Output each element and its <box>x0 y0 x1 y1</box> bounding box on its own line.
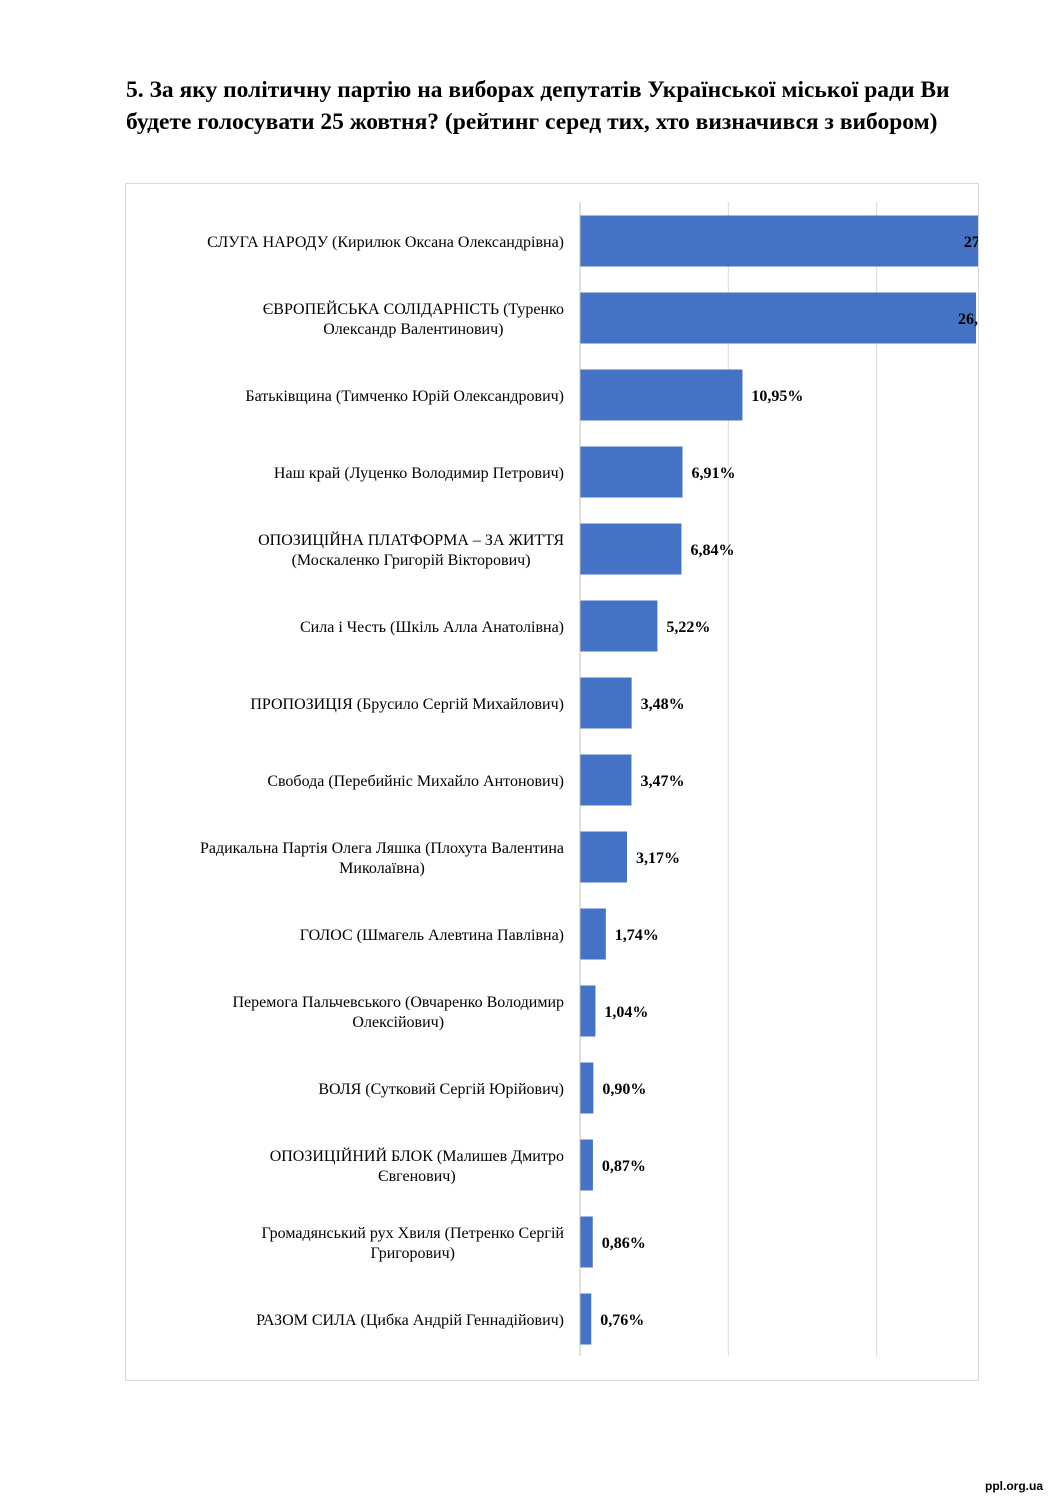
page-title: 5. За яку політичну партію на виборах де… <box>126 77 950 135</box>
category-label: Олександр Валентинович) <box>323 321 503 338</box>
data-label: 26,70% <box>958 311 978 328</box>
data-label: 3,47% <box>640 773 684 790</box>
data-label: 3,17% <box>636 850 680 867</box>
data-label: 0,76% <box>600 1312 644 1329</box>
category-label: ВОЛЯ (Сутковий Сергій Юрійович) <box>318 1081 564 1098</box>
bar <box>580 677 632 729</box>
category-label: ЄВРОПЕЙСЬКА СОЛІДАРНІСТЬ (Туренко <box>263 299 564 318</box>
data-label: 0,90% <box>602 1081 646 1098</box>
data-label: 6,91% <box>691 465 735 482</box>
bar <box>580 523 682 575</box>
bar <box>580 1216 593 1268</box>
category-label: Миколаївна) <box>339 860 425 877</box>
data-label: 1,74% <box>615 927 659 944</box>
data-label: 27,09% <box>964 234 978 251</box>
bar <box>580 600 658 652</box>
bar <box>580 985 596 1037</box>
chart-frame: 27,09% СЛУГА НАРОДУ (Кирилюк Оксана Олекс… <box>125 183 979 1381</box>
category-label: Перемога Пальчевського (Овчаренко Володи… <box>232 994 564 1011</box>
category-label: ГОЛОС (Шмагель Алевтина Павлівна) <box>300 927 564 944</box>
category-label: ОПОЗИЦІЙНИЙ БЛОК (Малишев Дмитро <box>270 1146 564 1165</box>
data-label: 5,22% <box>666 619 710 636</box>
data-label: 3,48% <box>641 696 685 713</box>
data-label: 0,86% <box>602 1235 646 1252</box>
data-label: 6,84% <box>690 542 734 559</box>
category-label: СЛУГА НАРОДУ (Кирилюк Оксана Олександрів… <box>207 234 564 251</box>
category-label: ПРОПОЗИЦІЯ (Брусило Сергій Михайлович) <box>250 696 564 713</box>
category-label: Свобода (Перебийніс Михайло Антонович) <box>267 773 564 790</box>
category-label: Сила і Честь (Шкіль Алла Анатолівна) <box>300 619 564 636</box>
bar <box>580 1062 594 1114</box>
category-label: (Москаленко Григорій Вікторович) <box>292 552 531 569</box>
category-label: РАЗОМ СИЛА (Цибка Андрій Геннадійович) <box>256 1312 564 1329</box>
data-label: 1,04% <box>604 1004 648 1021</box>
category-label: Григорович) <box>370 1245 454 1262</box>
data-label: 10,95% <box>751 388 803 405</box>
bar <box>580 1293 592 1345</box>
category-label: Радикальна Партія Олега Ляшка (Плохута В… <box>200 840 564 857</box>
category-label: Наш край (Луценко Володимир Петрович) <box>274 465 564 482</box>
category-label: Батьківщина (Тимченко Юрій Олександрович… <box>245 388 564 405</box>
bar-chart: 27,09% СЛУГА НАРОДУ (Кирилюк Оксана Олекс… <box>200 202 978 1356</box>
bar <box>580 292 977 344</box>
bar <box>580 754 632 806</box>
data-label: 0,87% <box>602 1158 646 1175</box>
bar <box>580 215 978 267</box>
category-label: Громадянський рух Хвиля (Петренко Сергій <box>261 1225 564 1242</box>
category-label: Євгенович) <box>378 1168 456 1185</box>
bar <box>580 908 606 960</box>
watermark: ppl.org.ua <box>985 1479 1043 1493</box>
bar <box>580 831 628 883</box>
bar <box>580 369 743 421</box>
category-label: Олексійович) <box>352 1014 444 1031</box>
bar <box>580 446 683 498</box>
bar <box>580 1139 593 1191</box>
category-label: ОПОЗИЦІЙНА ПЛАТФОРМА – ЗА ЖИТТЯ <box>258 530 564 549</box>
